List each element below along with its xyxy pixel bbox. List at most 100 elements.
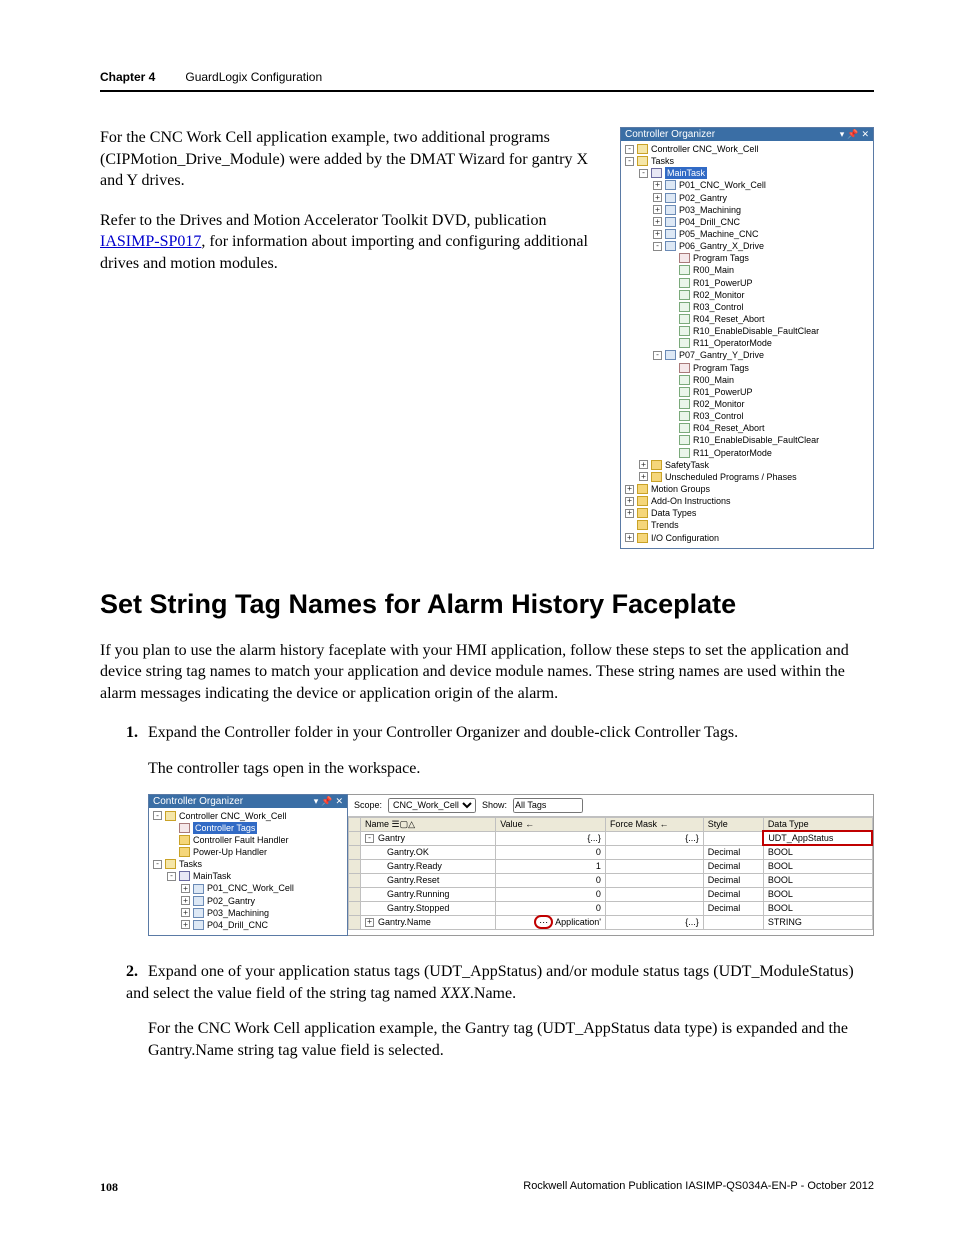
grid-col-header[interactable]: Force Mask ← xyxy=(605,817,703,831)
tree-row[interactable]: +I/O Configuration xyxy=(625,532,871,544)
table-row[interactable]: Gantry.OK0DecimalBOOL xyxy=(349,845,873,859)
tree-expander[interactable]: + xyxy=(639,460,648,469)
grid-tag-name: Gantry xyxy=(378,833,405,843)
panel-title-controls[interactable]: ▾ 📌 ✕ xyxy=(840,129,869,140)
panel-title-controls-2[interactable]: ▾ 📌 ✕ xyxy=(314,796,343,807)
tree-expander[interactable]: + xyxy=(653,217,662,226)
tag-grid-table[interactable]: Name ☰▢△Value ←Force Mask ←StyleData Typ… xyxy=(348,817,873,930)
tree-icon xyxy=(665,350,676,360)
tree-row[interactable]: R03_Control xyxy=(625,410,871,422)
organizer-tree-1[interactable]: -Controller CNC_Work_Cell-Tasks-MainTask… xyxy=(621,141,873,548)
tree-expander[interactable]: + xyxy=(181,896,190,905)
tree-row[interactable]: Program Tags xyxy=(625,362,871,374)
tree-expander[interactable]: + xyxy=(625,509,634,518)
tree-expander[interactable]: + xyxy=(181,884,190,893)
tree-row[interactable]: + P03_Machining xyxy=(625,204,871,216)
tree-row[interactable]: +P02_Gantry xyxy=(153,895,345,907)
tree-expander[interactable]: + xyxy=(653,193,662,202)
tree-row[interactable]: -P06_Gantry_X_Drive xyxy=(625,240,871,252)
table-row[interactable]: +Gantry.Name⋯ Application'{...}STRING xyxy=(349,915,873,929)
tree-expander[interactable]: + xyxy=(653,181,662,190)
tree-label: P03_Machining xyxy=(679,204,741,216)
tree-row[interactable]: R10_EnableDisable_FaultClear xyxy=(625,325,871,337)
grid-expander[interactable]: - xyxy=(365,834,374,843)
tree-row[interactable]: R11_OperatorMode xyxy=(625,447,871,459)
tree-row[interactable]: +Motion Groups xyxy=(625,483,871,495)
grid-expander[interactable]: + xyxy=(365,918,374,927)
tree-row[interactable]: -Controller CNC_Work_Cell xyxy=(625,143,871,155)
table-row[interactable]: Gantry.Running0DecimalBOOL xyxy=(349,887,873,901)
tree-row[interactable]: + P03_Machining xyxy=(153,907,345,919)
tree-row[interactable]: -Tasks xyxy=(625,155,871,167)
tree-row[interactable]: R10_EnableDisable_FaultClear xyxy=(625,434,871,446)
close-icon[interactable]: ✕ xyxy=(861,129,869,140)
tree-row[interactable]: +P01_CNC_Work_Cell xyxy=(625,179,871,191)
tree-row[interactable]: R04_Reset_Abort xyxy=(625,313,871,325)
tree-expander[interactable]: - xyxy=(653,351,662,360)
tree-expander[interactable]: - xyxy=(153,811,162,820)
close-icon[interactable]: ✕ xyxy=(335,796,343,807)
tree-expander[interactable]: + xyxy=(625,497,634,506)
tree-row[interactable]: -Tasks xyxy=(153,858,345,870)
tree-row[interactable]: Power-Up Handler xyxy=(153,846,345,858)
tree-row[interactable]: R00_Main xyxy=(625,264,871,276)
tree-row[interactable]: +P04_Drill_CNC xyxy=(153,919,345,931)
tree-row[interactable]: Controller Fault Handler xyxy=(153,834,345,846)
organizer-tree-2[interactable]: -Controller CNC_Work_CellController Tags… xyxy=(149,808,347,935)
tree-row[interactable]: -P07_Gantry_Y_Drive xyxy=(625,349,871,361)
tree-row[interactable]: Program Tags xyxy=(625,252,871,264)
pin-icon[interactable]: 📌 xyxy=(847,129,858,140)
tree-row[interactable]: +P04_Drill_CNC xyxy=(625,216,871,228)
tree-row[interactable]: +Add-On Instructions xyxy=(625,495,871,507)
tree-row[interactable]: +SafetyTask xyxy=(625,459,871,471)
table-row[interactable]: Gantry.Reset0DecimalBOOL xyxy=(349,873,873,887)
pin-icon[interactable]: 📌 xyxy=(321,796,332,807)
tree-row[interactable]: -MainTask xyxy=(153,870,345,882)
tree-row[interactable]: R01_PowerUP xyxy=(625,277,871,289)
grid-col-header[interactable]: Value ← xyxy=(496,817,606,831)
tree-row[interactable]: +Data Types xyxy=(625,507,871,519)
tree-row[interactable]: R02_Monitor xyxy=(625,289,871,301)
tree-expander[interactable]: - xyxy=(625,145,634,154)
tree-expander[interactable]: + xyxy=(639,472,648,481)
tree-expander[interactable]: + xyxy=(625,485,634,494)
pin-icon[interactable]: ▾ xyxy=(840,129,845,140)
grid-col-header[interactable]: Data Type xyxy=(763,817,872,831)
tree-expander[interactable]: - xyxy=(153,860,162,869)
show-input[interactable] xyxy=(513,798,583,813)
tree-expander[interactable]: + xyxy=(653,205,662,214)
tree-row[interactable]: R02_Monitor xyxy=(625,398,871,410)
tree-expander[interactable]: - xyxy=(625,157,634,166)
tree-row[interactable]: Controller Tags xyxy=(153,822,345,834)
tree-expander[interactable]: - xyxy=(653,242,662,251)
tree-row[interactable]: R00_Main xyxy=(625,374,871,386)
tree-expander[interactable]: + xyxy=(625,533,634,542)
tree-row[interactable]: -MainTask xyxy=(625,167,871,179)
tree-expander[interactable]: + xyxy=(181,920,190,929)
pin-icon[interactable]: ▾ xyxy=(314,796,319,807)
tree-row[interactable]: R01_PowerUP xyxy=(625,386,871,398)
tree-row[interactable]: +P01_CNC_Work_Cell xyxy=(153,882,345,894)
value-browse-button[interactable]: ⋯ xyxy=(534,915,553,929)
tree-expander[interactable]: - xyxy=(639,169,648,178)
scope-select[interactable]: CNC_Work_Cell xyxy=(388,798,476,813)
tree-row[interactable]: +Unscheduled Programs / Phases xyxy=(625,471,871,483)
table-row[interactable]: Gantry.Stopped0DecimalBOOL xyxy=(349,901,873,915)
tree-row[interactable]: R03_Control xyxy=(625,301,871,313)
grid-col-header[interactable]: Name ☰▢△ xyxy=(361,817,496,831)
tree-row[interactable]: +P05_Machine_CNC xyxy=(625,228,871,240)
tree-expander[interactable]: + xyxy=(653,230,662,239)
tree-row[interactable]: R11_OperatorMode xyxy=(625,337,871,349)
tree-row[interactable]: R04_Reset_Abort xyxy=(625,422,871,434)
publication-link[interactable]: IASIMP-SP017 xyxy=(100,233,201,250)
tree-row[interactable]: -Controller CNC_Work_Cell xyxy=(153,810,345,822)
tree-expander[interactable]: - xyxy=(167,872,176,881)
tree-row[interactable]: Trends xyxy=(625,519,871,531)
step-2-text-b: .Name. xyxy=(470,985,516,1002)
tree-expander[interactable]: + xyxy=(181,908,190,917)
tree-label: P03_Machining xyxy=(207,907,269,919)
table-row[interactable]: Gantry.Ready1DecimalBOOL xyxy=(349,859,873,873)
table-row[interactable]: -Gantry{...}{...}UDT_AppStatus xyxy=(349,831,873,845)
grid-col-header[interactable]: Style xyxy=(703,817,763,831)
tree-row[interactable]: +P02_Gantry xyxy=(625,192,871,204)
